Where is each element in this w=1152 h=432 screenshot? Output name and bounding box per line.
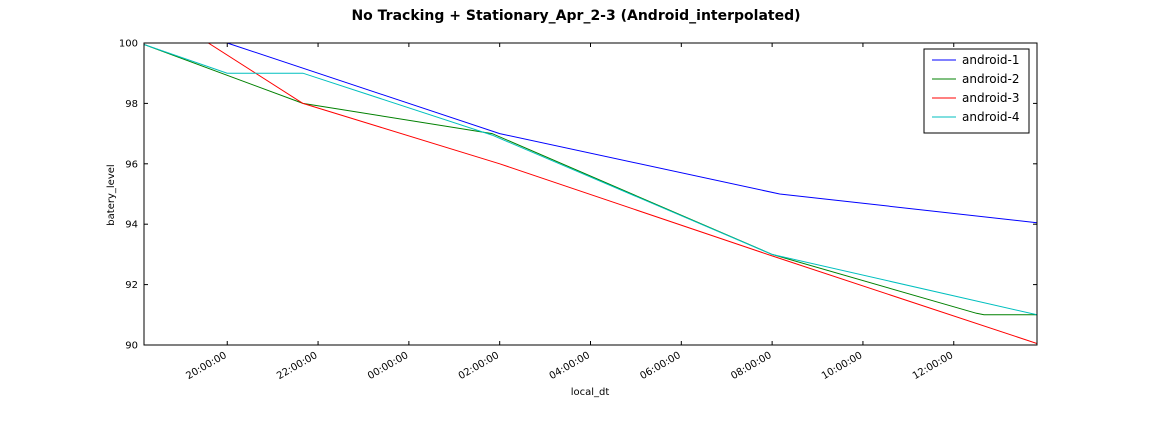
series-layer (144, 43, 1037, 344)
x-tick-label: 08:00:00 (729, 350, 773, 382)
series-line-android-4 (144, 44, 1037, 316)
y-tick-label: 96 (125, 159, 138, 170)
x-axis-label: local_dt (571, 387, 610, 398)
y-tick-label: 98 (125, 99, 138, 110)
x-tick-label: 04:00:00 (548, 350, 592, 382)
x-tick-label: 20:00:00 (184, 350, 228, 382)
legend-label-android-1: android-1 (962, 53, 1020, 67)
y-axis-label: batery_level (106, 164, 117, 225)
x-tick-label: 06:00:00 (638, 350, 682, 382)
y-tick-label: 100 (119, 39, 138, 50)
x-tick-label: 00:00:00 (366, 350, 410, 382)
x-tick-label: 22:00:00 (275, 350, 319, 382)
series-line-android-3 (208, 43, 1037, 344)
legend-label-android-3: android-3 (962, 91, 1020, 105)
y-axis-ticks: 90 92 94 96 98 100 (119, 39, 1037, 352)
chart-title: No Tracking + Stationary_Apr_2-3 (Androi… (351, 8, 800, 24)
y-tick-label: 94 (125, 220, 138, 231)
series-line-android-1 (227, 43, 1037, 224)
x-tick-label: 02:00:00 (457, 350, 501, 382)
x-tick-label: 10:00:00 (820, 350, 864, 382)
legend: android-1 android-2 android-3 android-4 (923, 48, 1030, 134)
legend-label-android-4: android-4 (962, 110, 1020, 124)
legend-box (923, 48, 1030, 134)
x-tick-label: 12:00:00 (911, 350, 955, 382)
y-tick-label: 90 (125, 341, 138, 352)
legend-label-android-2: android-2 (962, 72, 1020, 86)
y-tick-label: 92 (125, 280, 138, 291)
